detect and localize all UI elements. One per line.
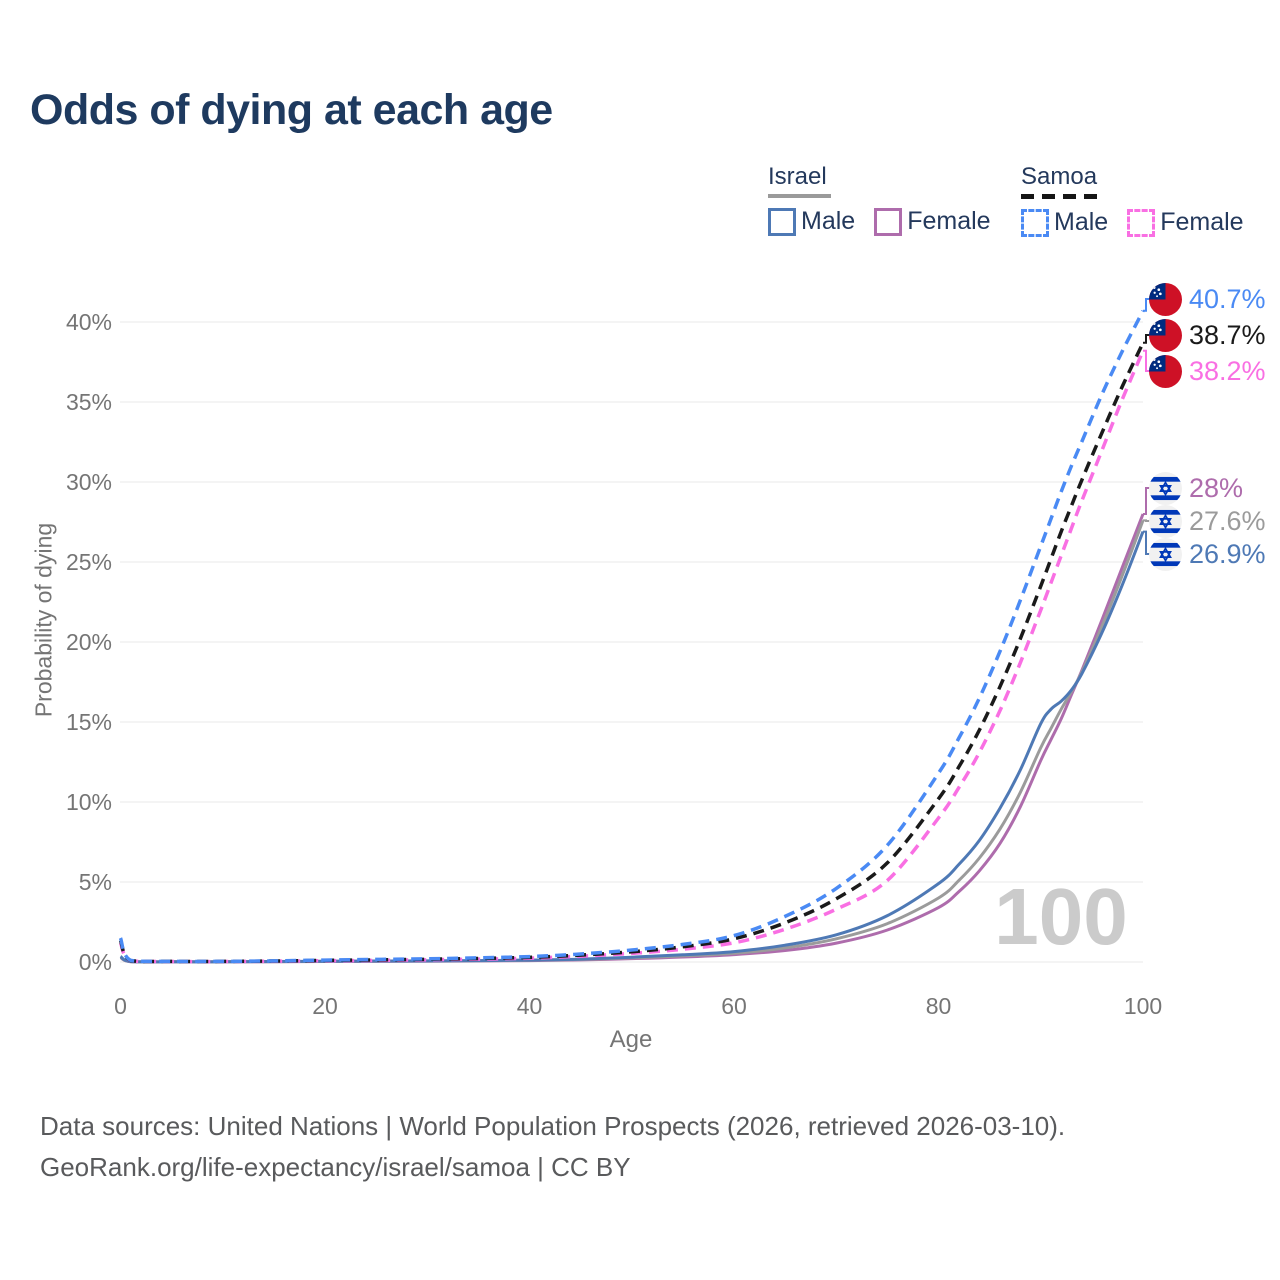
end-label-value: 38.2% <box>1189 355 1266 386</box>
samoa-flag-icon <box>1149 282 1182 316</box>
samoa-female-swatch-icon <box>1127 208 1156 237</box>
israel-flag-icon <box>1149 471 1182 505</box>
svg-text:10%: 10% <box>66 789 112 815</box>
legend-item-israel-female: Female <box>907 207 991 235</box>
svg-text:100: 100 <box>1124 993 1162 1019</box>
end-label-value: 28% <box>1189 472 1244 503</box>
samoa-flag-icon <box>1149 354 1182 388</box>
samoa-flag-icon <box>1149 318 1182 352</box>
svg-text:0%: 0% <box>79 949 112 975</box>
end-label-israel-total: 27.6% <box>1149 504 1266 538</box>
samoa-male-swatch-icon <box>1021 208 1049 237</box>
end-label-samoa-male: 40.7% <box>1149 282 1266 316</box>
israel-flag-icon <box>1149 504 1182 538</box>
footer: Data sources: United Nations | World Pop… <box>40 1106 1065 1188</box>
legend-item-samoa-male: Male <box>1054 208 1109 236</box>
svg-text:35%: 35% <box>66 389 112 415</box>
end-label-value: 40.7% <box>1189 283 1266 314</box>
israel-male-swatch-icon <box>768 207 796 236</box>
legend-item-israel-male: Male <box>801 207 856 235</box>
end-label-israel-female: 28% <box>1149 471 1244 505</box>
svg-text:60: 60 <box>721 993 747 1019</box>
svg-text:20%: 20% <box>66 629 112 655</box>
legend-group-samoa-title: Samoa <box>1021 163 1098 190</box>
legend-group-israel: Israel Male Female <box>768 163 1010 236</box>
svg-text:20: 20 <box>312 993 338 1019</box>
israel-female-swatch-icon <box>874 207 903 236</box>
svg-text:15%: 15% <box>66 709 112 735</box>
israel-total-line-key <box>768 194 831 198</box>
legend-group-israel-title: Israel <box>768 163 827 190</box>
end-label-value: 38.7% <box>1189 319 1266 350</box>
x-axis-title: Age <box>609 1026 653 1053</box>
age-indicator-watermark: 100 <box>994 872 1128 961</box>
footer-data-sources: Data sources: United Nations | World Pop… <box>40 1111 1066 1141</box>
end-label-value: 27.6% <box>1189 505 1266 536</box>
end-label-value: 26.9% <box>1189 538 1266 569</box>
y-axis-title: Probability of dying <box>30 522 57 718</box>
end-label-israel-male: 26.9% <box>1149 537 1266 571</box>
svg-text:40%: 40% <box>66 309 112 335</box>
svg-text:0: 0 <box>114 993 127 1019</box>
legend-group-samoa: Samoa Male Female <box>1021 163 1263 237</box>
legend-item-samoa-female: Female <box>1160 208 1244 236</box>
samoa-total-line-key <box>1021 194 1097 199</box>
end-label-samoa-female: 38.2% <box>1149 354 1266 388</box>
svg-text:80: 80 <box>926 993 952 1019</box>
end-label-samoa-total: 38.7% <box>1149 318 1266 352</box>
israel-flag-icon <box>1149 537 1182 571</box>
svg-text:40: 40 <box>517 993 543 1019</box>
svg-text:25%: 25% <box>66 549 112 575</box>
page-title: Odds of dying at each age <box>30 86 553 134</box>
footer-attribution-url: GeoRank.org/life-expectancy/israel/samoa… <box>40 1152 631 1182</box>
svg-text:30%: 30% <box>66 469 112 495</box>
svg-text:5%: 5% <box>79 869 112 895</box>
